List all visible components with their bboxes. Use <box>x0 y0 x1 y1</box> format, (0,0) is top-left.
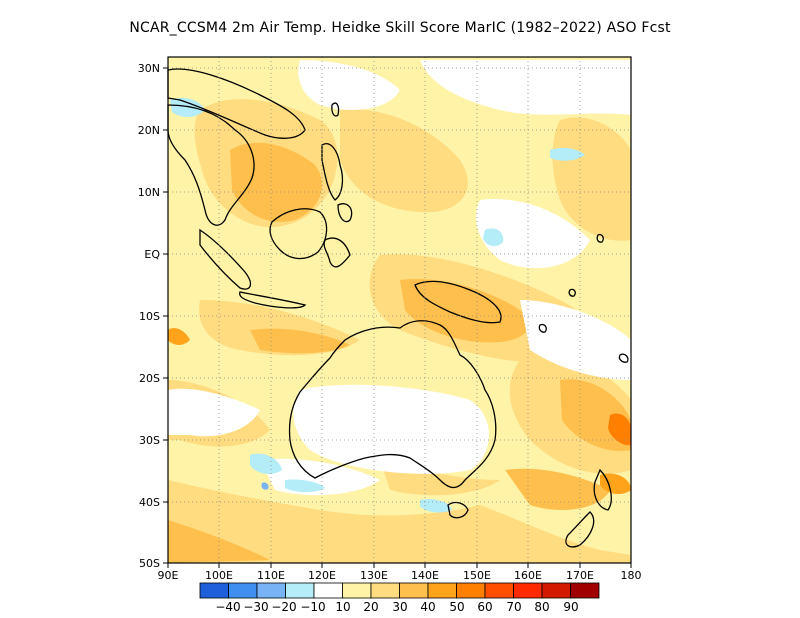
lat-label: 50S <box>139 557 160 570</box>
coastlines <box>167 68 629 548</box>
colorbar-label: 90 <box>563 600 578 614</box>
longitude-labels: 90E 100E 110E 120E 130E 140E 150E 160E 1… <box>158 569 642 582</box>
latitude-labels: 30N 20N 10N EQ 10S 20S 30S 40S 50S <box>138 62 161 570</box>
colorbar-box <box>399 582 429 599</box>
colorbar-box <box>427 582 457 599</box>
colorbar-label: 50 <box>449 600 464 614</box>
lon-label: 130E <box>360 569 388 582</box>
colorbar-label: 80 <box>534 600 549 614</box>
lon-label: 90E <box>158 569 179 582</box>
lat-label: 10S <box>139 310 160 323</box>
colorbar-box <box>313 582 343 599</box>
colorbar-label: 30 <box>392 600 407 614</box>
colorbar-label: −30 <box>243 600 268 614</box>
lon-label: 180 <box>621 569 642 582</box>
colorbar-label: −40 <box>215 600 240 614</box>
colorbar-box <box>456 582 486 599</box>
lon-label: 150E <box>463 569 491 582</box>
colorbar-box <box>484 582 514 599</box>
colorbar-boxes <box>199 582 600 599</box>
lat-label: 10N <box>138 186 160 199</box>
lon-label: 140E <box>411 569 439 582</box>
colorbar-label: 70 <box>506 600 521 614</box>
lon-label: 160E <box>514 569 542 582</box>
colorbar-box <box>541 582 571 599</box>
colorbar-labels: −40 −30 −20 −10 10 20 30 40 50 60 70 80 … <box>215 600 578 614</box>
colorbar-box <box>342 582 372 599</box>
lat-label: 20S <box>139 372 160 385</box>
lon-label: 110E <box>257 569 285 582</box>
lat-label: 30N <box>138 62 160 75</box>
lon-label: 120E <box>308 569 336 582</box>
lat-label: 20N <box>138 124 160 137</box>
lat-label: 40S <box>139 496 160 509</box>
lon-label: 170E <box>566 569 594 582</box>
colorbar-box <box>285 582 315 599</box>
colorbar-label: 40 <box>420 600 435 614</box>
colorbar-label: 60 <box>477 600 492 614</box>
tick-marks <box>163 67 632 568</box>
colorbar-box <box>370 582 400 599</box>
colorbar-box <box>570 582 600 599</box>
colorbar-label: −20 <box>271 600 296 614</box>
colorbar-label: 20 <box>363 600 378 614</box>
lat-label: EQ <box>144 248 160 261</box>
colorbar-box <box>199 582 229 599</box>
shaded-field <box>168 57 631 563</box>
colorbar-box <box>513 582 543 599</box>
colorbar: −40 −30 −20 −10 10 20 30 40 50 60 70 80 … <box>199 582 600 614</box>
lat-label: 30S <box>139 434 160 447</box>
map-title: NCAR_CCSM4 2m Air Temp. Heidke Skill Sco… <box>129 20 671 36</box>
lon-label: 100E <box>205 569 233 582</box>
map-frame <box>167 56 632 564</box>
graticule <box>168 57 631 563</box>
colorbar-box <box>256 582 286 599</box>
colorbar-box <box>228 582 258 599</box>
colorbar-label: 10 <box>335 600 350 614</box>
colorbar-label: −10 <box>300 600 325 614</box>
